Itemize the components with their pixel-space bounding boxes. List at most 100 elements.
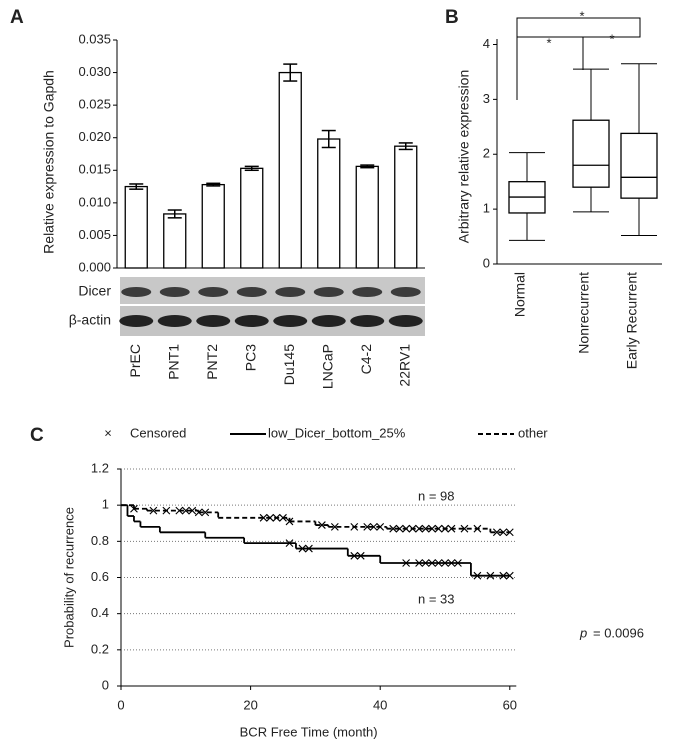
censor-mark: [285, 517, 294, 526]
p-value: = 0.0096: [593, 625, 644, 640]
significance: *: [609, 31, 614, 46]
censor-mark: [499, 571, 508, 580]
censor-mark: [369, 522, 378, 531]
blot-band: [275, 287, 306, 297]
x-tick-label: 40: [373, 697, 387, 712]
blot-band: [196, 315, 231, 327]
blot-band: [159, 287, 190, 297]
legend-marker: ×: [104, 425, 112, 440]
censor-mark: [376, 522, 385, 531]
bracket: [517, 28, 641, 38]
censor-mark: [279, 513, 287, 522]
x-tick-label: 0: [117, 697, 124, 712]
x-tick-label: 20: [243, 697, 257, 712]
y-tick-label: 3: [483, 91, 490, 106]
censor-mark: [492, 528, 501, 537]
censor-mark: [473, 571, 482, 580]
y-tick-label: 4: [483, 36, 490, 51]
x-tick-label: PC3: [242, 344, 258, 371]
y-tick-label: 0.010: [78, 194, 111, 209]
legend-label: other: [518, 425, 548, 440]
censor-mark: [434, 524, 443, 533]
legend-label: low_Dicer_bottom_25%: [268, 425, 406, 440]
censor-mark: [266, 513, 274, 522]
y-tick-label: 0.025: [78, 97, 111, 112]
censor-mark: [317, 521, 326, 529]
bar: [278, 71, 302, 269]
p-symbol: p: [579, 625, 587, 640]
y-tick-label: 0: [483, 255, 490, 270]
y-tick-label: 0.005: [78, 227, 111, 242]
censor-mark: [402, 524, 411, 533]
n-label: n = 98: [418, 488, 455, 503]
x-tick-label: 60: [503, 697, 517, 712]
censor-mark: [175, 506, 184, 515]
bracket: [516, 17, 641, 100]
censor-mark: [441, 559, 449, 567]
blot-label: Dicer: [78, 283, 111, 299]
censor-mark: [298, 544, 307, 553]
censor-mark: [272, 513, 281, 522]
y-tick-label: 1: [483, 201, 490, 216]
y-tick-label: 0.4: [91, 605, 109, 620]
panel-label: B: [445, 7, 459, 28]
y-tick-label: 0.000: [78, 259, 111, 274]
censor-mark: [330, 522, 339, 531]
censor-mark: [181, 506, 190, 515]
censor-mark: [505, 571, 514, 580]
y-tick-label: 2: [483, 146, 490, 161]
censor-mark: [395, 524, 404, 533]
blot-band: [311, 315, 346, 327]
y-tick-label: 0: [102, 677, 109, 692]
censor-mark: [428, 524, 436, 533]
blot-band: [390, 287, 421, 297]
censor-mark: [415, 559, 423, 567]
censor-mark: [350, 551, 359, 560]
y-tick-label: 0.2: [91, 641, 109, 656]
y-axis-label: Arbitrary relative expression: [456, 70, 472, 244]
bar: [124, 185, 148, 269]
y-tick-label: 0.8: [91, 533, 109, 548]
error-bar: [360, 164, 375, 169]
censor-mark: [201, 508, 210, 517]
censor-mark: [305, 544, 313, 553]
censor-mark: [434, 559, 443, 567]
y-tick-label: 0.015: [78, 162, 111, 177]
blot-band: [273, 315, 308, 327]
error-bar: [244, 165, 259, 172]
censor-mark: [499, 528, 508, 537]
blot-band: [352, 287, 383, 297]
censor-mark: [447, 524, 456, 533]
panel-label: A: [10, 7, 24, 28]
blot-band: [234, 315, 269, 327]
y-axis-label: Relative expression to Gapdh: [41, 70, 57, 254]
blot-band: [388, 315, 423, 327]
bar: [240, 167, 264, 269]
y-tick-label: 1: [102, 497, 109, 512]
blot-band: [119, 315, 154, 327]
censor-mark: [162, 506, 171, 515]
blot-label: β-actin: [69, 312, 111, 328]
significance: *: [579, 8, 584, 23]
censor-mark: [363, 522, 372, 531]
x-tick-label: Early Recurrent: [624, 272, 640, 369]
blot-band: [350, 315, 385, 327]
bar: [201, 183, 225, 269]
censor-mark: [356, 551, 365, 560]
censor-mark: [408, 524, 417, 533]
x-tick-label: LNCaP: [319, 344, 335, 389]
error-bar: [321, 129, 336, 149]
bar: [317, 138, 341, 269]
censor-mark: [505, 528, 514, 537]
censor-mark: [473, 524, 482, 533]
bar: [163, 213, 187, 269]
censor-mark: [415, 524, 423, 533]
censor-mark: [188, 506, 197, 515]
censor-mark: [402, 559, 411, 567]
blot-band: [313, 287, 344, 297]
blot-band: [198, 287, 229, 297]
censor-mark: [149, 506, 158, 515]
censor-mark: [447, 559, 456, 567]
censor-mark: [285, 539, 294, 548]
